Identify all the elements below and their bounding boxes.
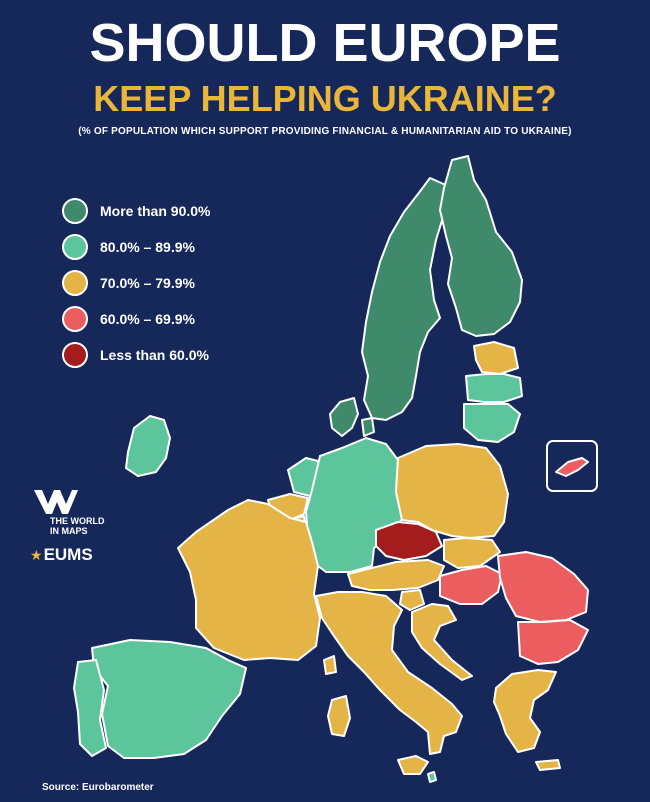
legend-label: Less than 60.0% <box>100 347 209 363</box>
country-finland <box>439 155 523 337</box>
country-ireland <box>125 415 171 477</box>
title-line-1: SHOULD EUROPE <box>89 13 561 73</box>
country-austria <box>347 559 445 591</box>
source-note: Source: Eurobarometer <box>42 782 154 793</box>
title-line-2: KEEP HELPING UKRAINE? <box>93 78 557 119</box>
legend-swatch <box>62 234 88 260</box>
legend-label: 80.0% – 89.9% <box>100 239 195 255</box>
star-icon: ★ <box>30 547 43 563</box>
country-hungary <box>439 565 503 605</box>
logo-text: THE WORLD IN MAPS <box>50 516 105 536</box>
country-spain <box>91 639 247 759</box>
country-greece <box>493 669 561 771</box>
country-lithuania <box>463 403 521 443</box>
country-slovenia <box>399 589 425 611</box>
country-bulgaria <box>517 619 589 665</box>
country-romania <box>497 551 589 623</box>
legend-item: Less than 60.0% <box>62 337 210 373</box>
country-croatia <box>411 603 473 681</box>
legend-item: 60.0% – 69.9% <box>62 301 210 337</box>
legend-item: More than 90.0% <box>62 193 210 229</box>
legend-swatch <box>62 270 88 296</box>
country-portugal <box>73 659 107 757</box>
eums-logo: ★EUMS <box>30 545 93 565</box>
country-denmark <box>329 397 375 437</box>
country-latvia <box>465 373 523 403</box>
subtitle: (% OF POPULATION WHICH SUPPORT PROVIDING… <box>78 126 572 137</box>
legend-item: 80.0% – 89.9% <box>62 229 210 265</box>
country-malta <box>427 771 437 783</box>
legend-label: More than 90.0% <box>100 203 211 219</box>
country-italy <box>315 591 463 775</box>
legend-label: 60.0% – 69.9% <box>100 311 195 327</box>
country-cyprus <box>555 457 589 477</box>
legend-swatch <box>62 306 88 332</box>
world-in-maps-logo-icon <box>34 490 78 514</box>
country-sweden <box>361 177 449 421</box>
cyprus-inset-box <box>546 440 598 492</box>
legend-swatch <box>62 342 88 368</box>
country-czechia <box>375 521 443 561</box>
legend-swatch <box>62 198 88 224</box>
country-slovakia <box>443 537 501 569</box>
legend-label: 70.0% – 79.9% <box>100 275 195 291</box>
country-estonia <box>473 341 519 375</box>
eums-label: EUMS <box>43 545 93 564</box>
country-france <box>177 499 321 661</box>
country-poland <box>395 443 509 539</box>
legend-item: 70.0% – 79.9% <box>62 265 210 301</box>
legend: More than 90.0% 80.0% – 89.9% 70.0% – 79… <box>62 193 210 373</box>
